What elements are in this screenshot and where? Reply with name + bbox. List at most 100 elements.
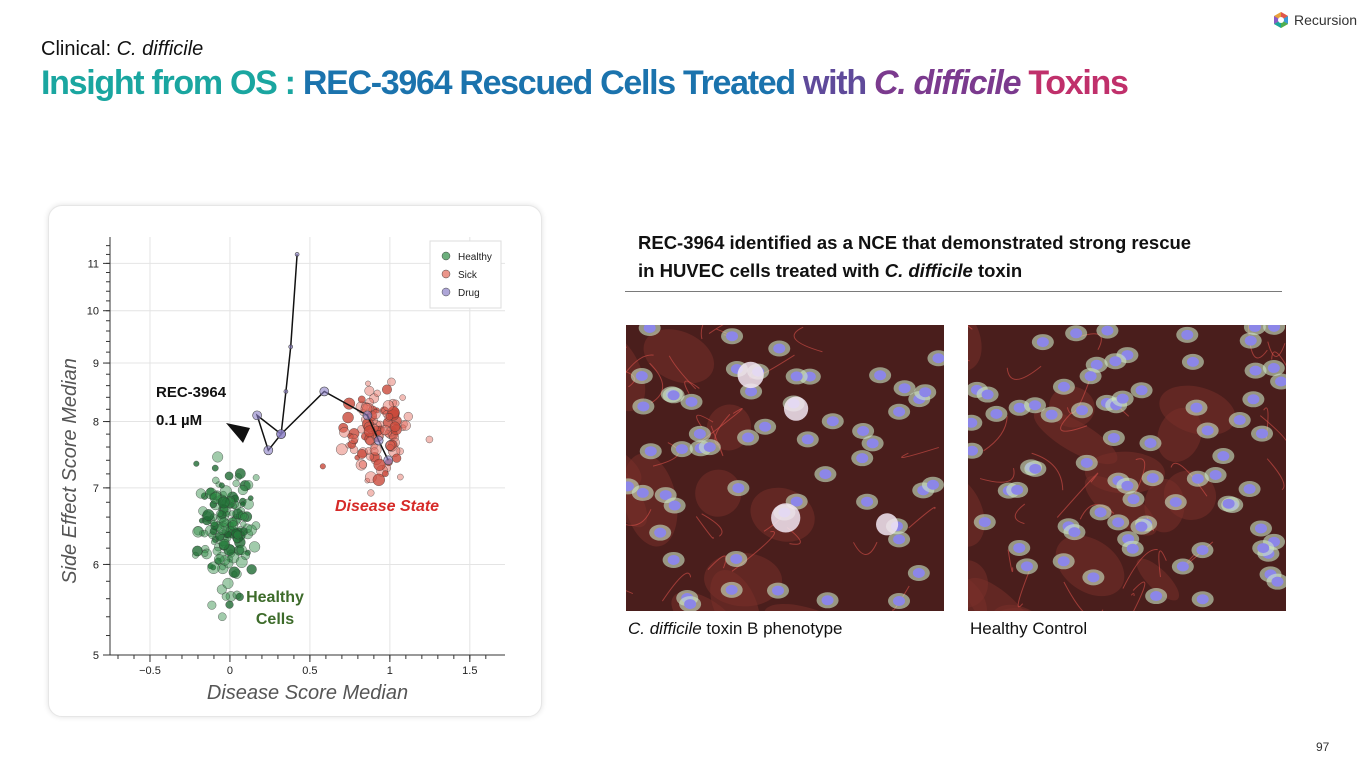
healthy-point <box>212 476 220 485</box>
healthy-point <box>228 510 236 517</box>
divider <box>625 291 1282 292</box>
headline-line2-suffix: toxin <box>972 260 1023 281</box>
healthy-point <box>240 501 246 508</box>
x-tick-label: −0.5 <box>139 665 161 677</box>
nucleus <box>866 438 879 449</box>
legend-marker <box>441 269 451 279</box>
drug-point <box>252 410 262 421</box>
healthy-point <box>219 517 229 527</box>
legend-label: Drug <box>458 288 480 299</box>
actin-fiber <box>1063 581 1104 611</box>
drug-point <box>263 445 274 456</box>
x-tick-label: 1.5 <box>462 665 477 677</box>
healthy-point <box>195 488 206 499</box>
sick-point <box>364 447 373 455</box>
nucleus <box>1121 480 1134 491</box>
actin-fiber <box>684 380 700 394</box>
actin-fiber <box>626 509 652 526</box>
nucleus <box>1127 494 1140 505</box>
sick-point <box>358 460 368 469</box>
y-tick-label: 9 <box>93 358 99 370</box>
sick-point <box>385 440 396 451</box>
sick-point <box>399 394 406 401</box>
nucleus <box>644 446 657 457</box>
nucleus <box>1029 463 1042 474</box>
actin-fiber <box>853 541 878 555</box>
nucleus <box>1247 394 1260 405</box>
actin-fiber <box>668 355 697 390</box>
healthy-point <box>209 500 218 509</box>
nucleus <box>1135 521 1148 532</box>
sick-point <box>369 443 382 456</box>
nucleus <box>759 421 772 432</box>
healthy-point <box>205 487 217 500</box>
nucleus <box>1116 393 1129 404</box>
actin-fiber <box>1271 351 1286 367</box>
healthy-point <box>228 520 239 531</box>
sick-point <box>367 489 375 497</box>
healthy-point <box>216 509 224 518</box>
bright-cell <box>876 513 899 536</box>
nucleus <box>742 432 755 443</box>
healthy-point <box>217 496 230 509</box>
bright-cell <box>771 503 801 533</box>
headline-line2-prefix: in HUVEC cells treated with <box>638 260 885 281</box>
sick-point <box>357 395 366 404</box>
nucleus <box>1196 594 1209 605</box>
nucleus <box>919 387 932 398</box>
nucleus <box>1107 432 1120 443</box>
nucleus <box>990 408 1003 419</box>
nucleus <box>801 434 814 445</box>
actin-fiber <box>695 516 714 539</box>
cell-body <box>626 327 646 412</box>
sick-point <box>382 470 389 478</box>
actin-fiber <box>1031 452 1064 491</box>
title-part-3: C. difficile <box>873 64 1022 102</box>
actin-fiber <box>1248 325 1268 359</box>
sick-point <box>387 377 396 387</box>
nucleus <box>771 585 784 596</box>
nucleus <box>898 383 911 394</box>
nucleus <box>654 527 667 538</box>
y-tick-label: 10 <box>87 306 99 318</box>
sick-point <box>370 447 379 455</box>
sick-point <box>319 463 326 470</box>
healthy-point <box>207 561 220 574</box>
healthy-point <box>213 554 225 565</box>
nucleus <box>1196 545 1209 556</box>
cell-body <box>1033 409 1118 465</box>
toxin-caption-italic: C. difficile <box>628 619 702 638</box>
nucleus <box>932 353 944 364</box>
actin-fiber <box>1267 341 1286 357</box>
nucleus <box>893 406 906 417</box>
nucleus <box>1201 425 1214 436</box>
actin-fiber <box>968 325 973 330</box>
sick-point <box>382 400 395 412</box>
healthy-point <box>211 464 219 472</box>
nucleus <box>667 390 680 401</box>
actin-fiber <box>626 354 654 374</box>
subtitle-italic: C. difficile <box>116 38 204 60</box>
toxin-caption: C. difficile toxin B phenotype <box>628 619 843 639</box>
nucleus <box>926 479 939 490</box>
cell-body <box>1055 535 1125 597</box>
healthy-point <box>210 521 219 531</box>
title-part-0: Insight from OS : <box>41 64 303 102</box>
sick-point <box>339 427 350 438</box>
healthy-point <box>245 524 257 536</box>
nucleus <box>1257 543 1270 554</box>
actin-fiber <box>1056 472 1099 518</box>
nucleus <box>726 331 739 342</box>
toxin-phenotype-image <box>626 325 944 611</box>
healthy-point <box>237 484 248 496</box>
nucleus <box>1070 328 1083 339</box>
nucleus <box>1271 576 1284 587</box>
nucleus <box>1209 469 1222 480</box>
nucleus <box>732 483 745 494</box>
nucleus <box>893 534 906 545</box>
healthy-control-image <box>968 325 1286 611</box>
nucleus <box>1256 428 1269 439</box>
slide-subtitle: Clinical: C. difficile <box>41 38 203 61</box>
nucleus <box>1126 543 1139 554</box>
nucleus <box>667 554 680 565</box>
